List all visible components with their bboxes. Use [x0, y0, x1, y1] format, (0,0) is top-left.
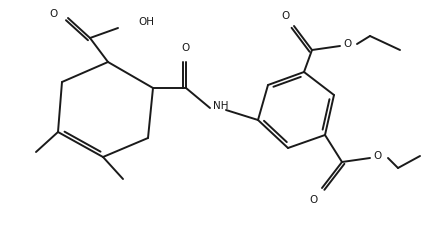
Text: NH: NH [213, 101, 228, 111]
Text: O: O [182, 43, 190, 53]
Text: O: O [50, 9, 58, 19]
Text: OH: OH [138, 17, 154, 27]
Text: O: O [344, 39, 352, 49]
Text: O: O [374, 151, 382, 161]
Text: O: O [282, 11, 290, 21]
Text: O: O [310, 195, 318, 205]
